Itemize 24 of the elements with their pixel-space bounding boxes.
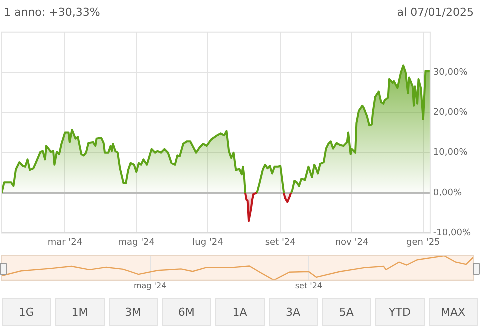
y-tick-label: 30,00%	[433, 68, 468, 78]
text: YTD	[375, 298, 425, 326]
text: 6M	[162, 298, 212, 326]
y-tick-label: -10,00%	[433, 228, 472, 239]
text: 3A	[268, 298, 318, 326]
x-tick-label: set '24	[295, 281, 323, 290]
text: 3M	[108, 298, 158, 326]
y-tick-label: 10,00%	[433, 148, 468, 158]
x-tick-label: mag '24	[134, 281, 167, 290]
x-tick-label: mag '24	[118, 238, 156, 248]
text: 5A	[322, 298, 372, 326]
chart-title: 1 anno: +30,33%	[4, 6, 100, 21]
text: MAX	[428, 298, 478, 326]
x-tick-label: gen '25	[406, 238, 440, 248]
x-tick-label: set '24	[265, 238, 296, 248]
y-tick-label: 0,00%	[433, 188, 462, 198]
text: 1G	[2, 298, 52, 326]
y-tick-label: 20,00%	[433, 108, 468, 118]
x-tick-label: lug '24	[192, 238, 224, 248]
chart-subtitle: al 07/01/2025	[397, 6, 474, 21]
x-tick-label: mar '24	[48, 238, 83, 248]
x-tick-label: nov '24	[335, 238, 369, 248]
text: 1A	[215, 298, 265, 326]
text: 1M	[55, 298, 105, 326]
